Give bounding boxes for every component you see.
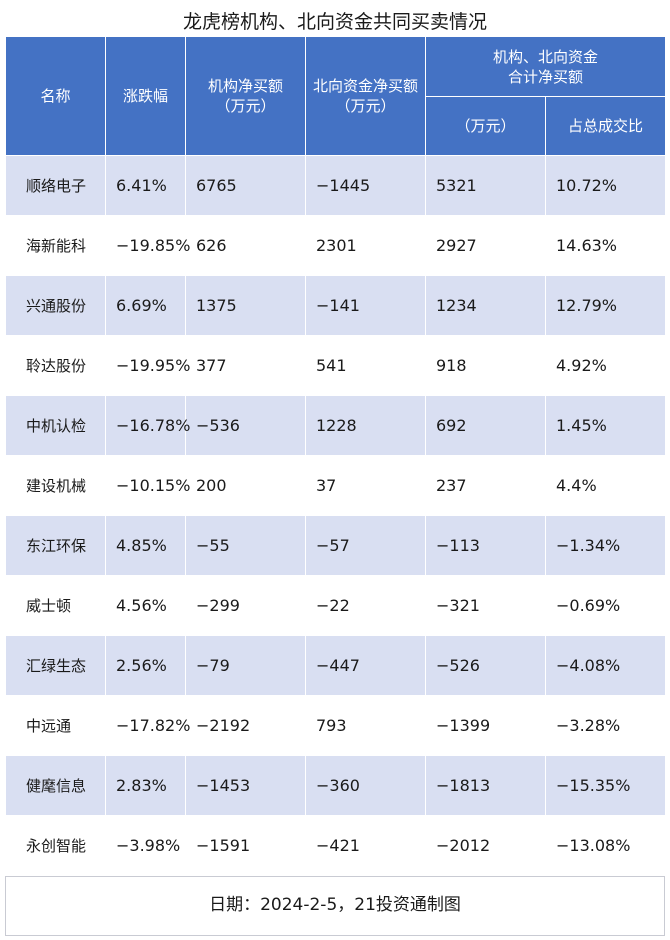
cell-total: −1399 bbox=[425, 695, 546, 756]
footer-note: 日期：2024-2-5，21投资通制图 bbox=[5, 876, 665, 936]
cell-inst: −1591 bbox=[185, 815, 306, 876]
table-row: 永创智能 −3.98% −1591 −421 −2012 −13.08% bbox=[5, 815, 667, 876]
cell-inst: −536 bbox=[185, 395, 306, 456]
cell-inst: 200 bbox=[185, 455, 306, 516]
header-north: 北向资金净买额（万元） bbox=[305, 36, 426, 156]
cell-north: −1445 bbox=[305, 155, 426, 216]
cell-north: 2301 bbox=[305, 215, 426, 276]
cell-inst: −2192 bbox=[185, 695, 306, 756]
table-row: 兴通股份 6.69% 1375 −141 1234 12.79% bbox=[5, 275, 667, 336]
cell-north: 1228 bbox=[305, 395, 426, 456]
header-name: 名称 bbox=[5, 36, 106, 156]
cell-total: 5321 bbox=[425, 155, 546, 216]
cell-change: 4.85% bbox=[105, 515, 186, 576]
table-row: 威士顿 4.56% −299 −22 −321 −0.69% bbox=[5, 575, 667, 636]
table-row: 建设机械 −10.15% 200 37 237 4.4% bbox=[5, 455, 667, 516]
cell-total: 692 bbox=[425, 395, 546, 456]
cell-inst: 626 bbox=[185, 215, 306, 276]
table-header: 名称 涨跌幅 机构净买额 （万元） 北向资金净买额（万元） 机构、北向资金 合计… bbox=[5, 36, 667, 156]
cell-inst: −1453 bbox=[185, 755, 306, 816]
cell-north: −421 bbox=[305, 815, 426, 876]
header-change: 涨跌幅 bbox=[105, 36, 186, 156]
cell-name: 顺络电子 bbox=[5, 155, 106, 216]
cell-share: −4.08% bbox=[544, 635, 667, 696]
cell-change: −17.82% bbox=[105, 695, 190, 756]
cell-change: 4.56% bbox=[105, 575, 186, 636]
cell-change: 6.41% bbox=[105, 155, 186, 216]
cell-change: −10.15% bbox=[105, 455, 190, 516]
cell-north: 37 bbox=[305, 455, 426, 516]
cell-total: 2927 bbox=[425, 215, 546, 276]
cell-inst: 1375 bbox=[185, 275, 306, 336]
cell-change: 2.83% bbox=[105, 755, 186, 816]
cell-change: −19.85% bbox=[105, 215, 190, 276]
cell-north: −360 bbox=[305, 755, 426, 816]
table-row: 东江环保 4.85% −55 −57 −113 −1.34% bbox=[5, 515, 667, 576]
cell-name: 健麾信息 bbox=[5, 755, 106, 816]
table-row: 汇绿生态 2.56% −79 −447 −526 −4.08% bbox=[5, 635, 667, 696]
cell-total: 918 bbox=[425, 335, 546, 396]
cell-total: −2012 bbox=[425, 815, 546, 876]
cell-share: −3.28% bbox=[544, 695, 667, 756]
cell-name: 中远通 bbox=[5, 695, 106, 756]
cell-name: 永创智能 bbox=[5, 815, 106, 876]
cell-north: 541 bbox=[305, 335, 426, 396]
cell-name: 兴通股份 bbox=[5, 275, 106, 336]
cell-inst: −299 bbox=[185, 575, 306, 636]
table-body: 顺络电子 6.41% 6765 −1445 5321 10.72% 海新能科 −19.85% 6… bbox=[5, 155, 667, 876]
header-share: 占总成交比 bbox=[544, 96, 667, 156]
cell-inst: −55 bbox=[185, 515, 306, 576]
cell-name: 汇绿生态 bbox=[5, 635, 106, 696]
cell-total: 1234 bbox=[425, 275, 546, 336]
cell-change: 6.69% bbox=[105, 275, 186, 336]
cell-north: −141 bbox=[305, 275, 426, 336]
cell-name: 建设机械 bbox=[5, 455, 106, 516]
cell-name: 威士顿 bbox=[5, 575, 106, 636]
cell-change: −16.78% bbox=[105, 395, 190, 456]
cell-change: 2.56% bbox=[105, 635, 186, 696]
cell-north: −447 bbox=[305, 635, 426, 696]
cell-inst: 377 bbox=[185, 335, 306, 396]
cell-share: 14.63% bbox=[544, 215, 667, 276]
cell-inst: 6765 bbox=[185, 155, 306, 216]
cell-change: −3.98% bbox=[105, 815, 186, 876]
cell-share: −15.35% bbox=[544, 755, 667, 816]
cell-north: 793 bbox=[305, 695, 426, 756]
cell-inst: −79 bbox=[185, 635, 306, 696]
table-row: 顺络电子 6.41% 6765 −1445 5321 10.72% bbox=[5, 155, 667, 216]
table-row: 聆达股份 −19.95% 377 541 918 4.92% bbox=[5, 335, 667, 396]
cell-total: −526 bbox=[425, 635, 546, 696]
data-table: 名称 涨跌幅 机构净买额 （万元） 北向资金净买额（万元） 机构、北向资金 合计… bbox=[5, 36, 667, 876]
cell-total: −321 bbox=[425, 575, 546, 636]
table-title: 龙虎榜机构、北向资金共同买卖情况 bbox=[182, 11, 487, 33]
table-row: 健麾信息 2.83% −1453 −360 −1813 −15.35% bbox=[5, 755, 667, 816]
cell-name: 中机认检 bbox=[5, 395, 106, 456]
table-row: 中机认检 −16.78% −536 1228 692 1.45% bbox=[5, 395, 667, 456]
header-inst: 机构净买额 （万元） bbox=[185, 36, 306, 156]
table-row: 中远通 −17.82% −2192 793 −1399 −3.28% bbox=[5, 695, 667, 756]
cell-share: 1.45% bbox=[544, 395, 667, 456]
cell-total: −113 bbox=[425, 515, 546, 576]
cell-change: −19.95% bbox=[105, 335, 190, 396]
cell-share: 12.79% bbox=[544, 275, 667, 336]
cell-share: 4.92% bbox=[544, 335, 667, 396]
cell-north: −22 bbox=[305, 575, 426, 636]
header-combined: 机构、北向资金 合计净买额 bbox=[424, 36, 667, 97]
table-row: 海新能科 −19.85% 626 2301 2927 14.63% bbox=[5, 215, 667, 276]
cell-share: 10.72% bbox=[544, 155, 667, 216]
cell-name: 海新能科 bbox=[5, 215, 106, 276]
cell-total: 237 bbox=[425, 455, 546, 516]
cell-total: −1813 bbox=[425, 755, 546, 816]
cell-share: −13.08% bbox=[544, 815, 667, 876]
cell-share: 4.4% bbox=[544, 455, 667, 516]
header-combined-unit: （万元） bbox=[425, 96, 546, 156]
cell-name: 东江环保 bbox=[5, 515, 106, 576]
cell-name: 聆达股份 bbox=[5, 335, 106, 396]
cell-share: −0.69% bbox=[544, 575, 667, 636]
cell-north: −57 bbox=[305, 515, 426, 576]
cell-share: −1.34% bbox=[544, 515, 667, 576]
